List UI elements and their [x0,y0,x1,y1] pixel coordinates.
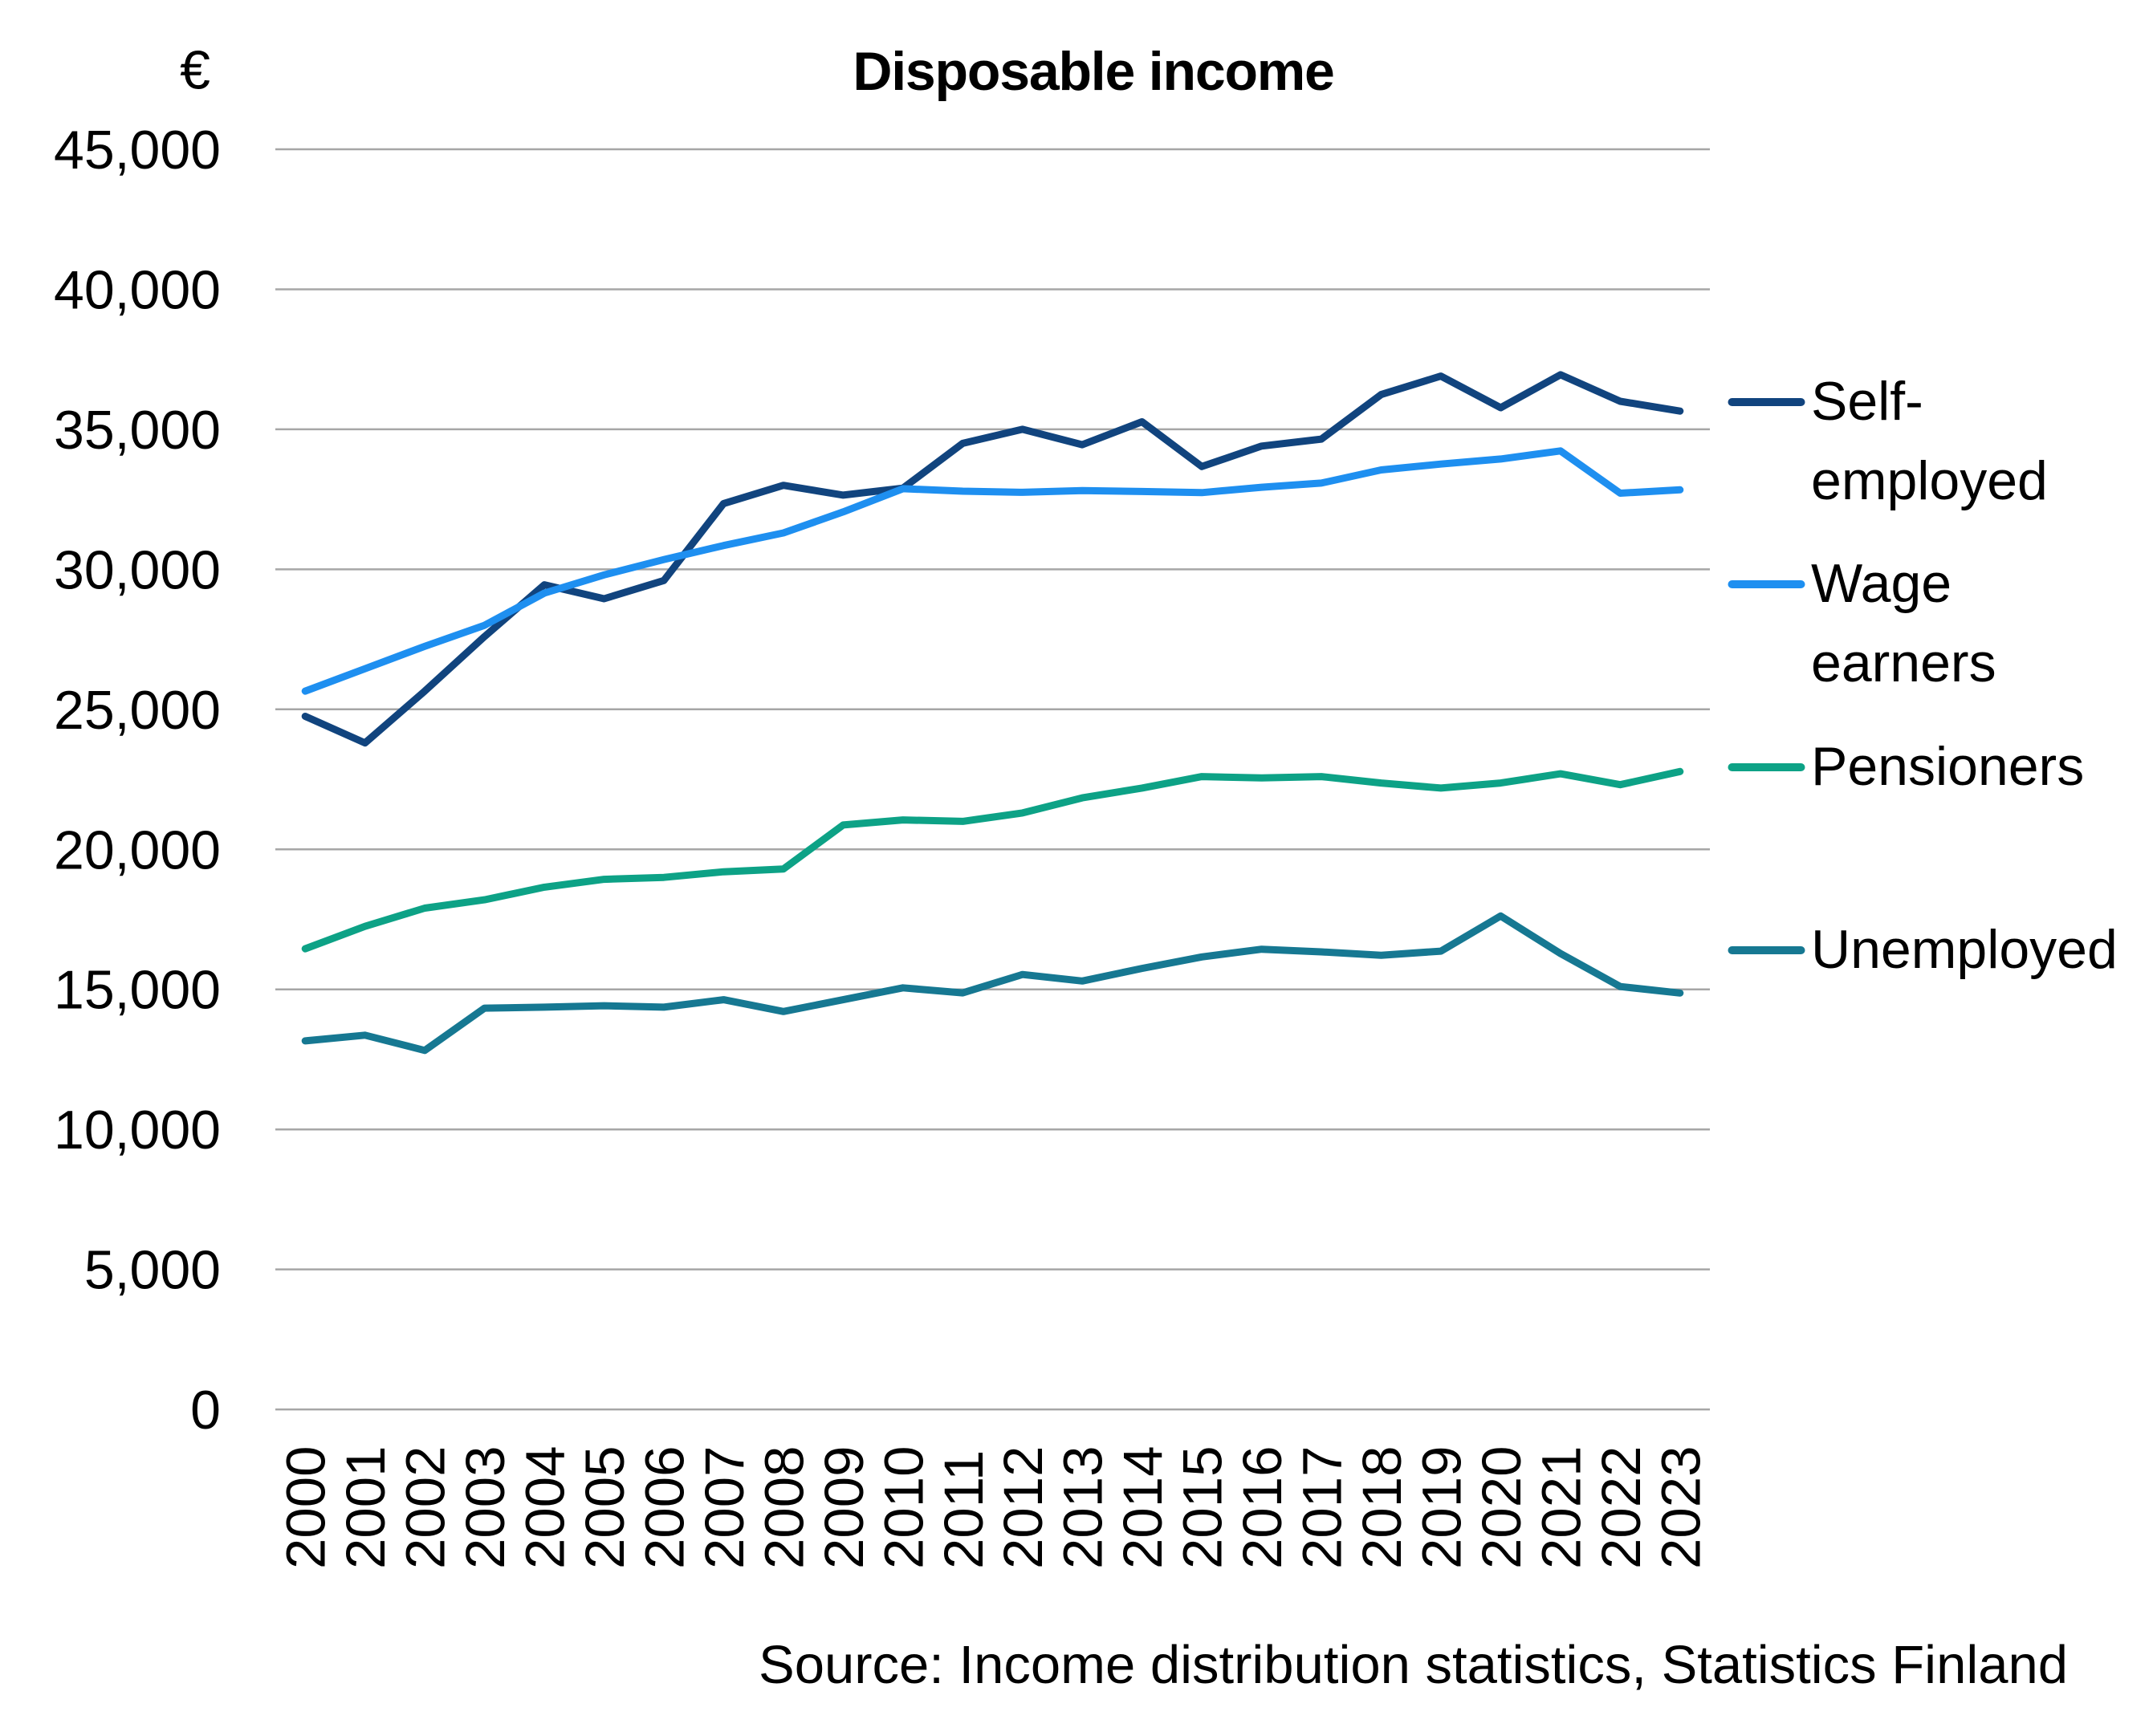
svg-text:Pensioners: Pensioners [1811,736,2084,797]
svg-text:2020: 2020 [1471,1446,1532,1570]
svg-text:2022: 2022 [1590,1446,1652,1570]
svg-text:2019: 2019 [1410,1446,1472,1570]
svg-text:2002: 2002 [395,1446,457,1570]
svg-text:35,000: 35,000 [54,400,221,461]
svg-text:Unemployed: Unemployed [1811,919,2118,980]
svg-text:2007: 2007 [694,1446,755,1570]
svg-text:5,000: 5,000 [84,1240,221,1301]
svg-text:2003: 2003 [454,1446,516,1570]
svg-text:2023: 2023 [1650,1446,1711,1570]
svg-text:2011: 2011 [933,1450,995,1569]
svg-text:20,000: 20,000 [54,819,221,880]
svg-text:employed: employed [1811,450,2048,511]
svg-text:30,000: 30,000 [54,539,221,600]
svg-text:0: 0 [190,1380,221,1441]
svg-text:Disposable income: Disposable income [853,41,1333,102]
svg-text:2005: 2005 [574,1446,636,1570]
svg-text:earners: earners [1811,632,1996,693]
svg-text:2000: 2000 [275,1446,337,1570]
svg-text:2008: 2008 [753,1446,815,1570]
svg-text:Source: Income distribution st: Source: Income distribution statistics, … [759,1635,2068,1695]
svg-text:2010: 2010 [873,1446,934,1570]
svg-text:Self-: Self- [1811,371,1923,432]
svg-text:€: € [180,40,210,101]
svg-text:15,000: 15,000 [54,960,221,1021]
svg-text:2017: 2017 [1292,1446,1353,1570]
svg-text:2015: 2015 [1172,1446,1234,1570]
svg-text:45,000: 45,000 [54,120,221,181]
svg-text:2013: 2013 [1052,1446,1114,1570]
svg-text:2021: 2021 [1530,1446,1592,1569]
svg-text:2012: 2012 [992,1446,1054,1570]
svg-text:2006: 2006 [634,1446,696,1570]
svg-text:2014: 2014 [1112,1446,1174,1570]
svg-text:10,000: 10,000 [54,1100,221,1161]
svg-text:25,000: 25,000 [54,680,221,741]
svg-text:2016: 2016 [1231,1446,1293,1570]
svg-text:2009: 2009 [813,1446,875,1570]
svg-text:40,000: 40,000 [54,260,221,321]
svg-text:2001: 2001 [335,1446,397,1570]
svg-text:Wage: Wage [1811,553,1952,614]
svg-text:2018: 2018 [1351,1446,1413,1570]
svg-text:2004: 2004 [515,1446,576,1570]
